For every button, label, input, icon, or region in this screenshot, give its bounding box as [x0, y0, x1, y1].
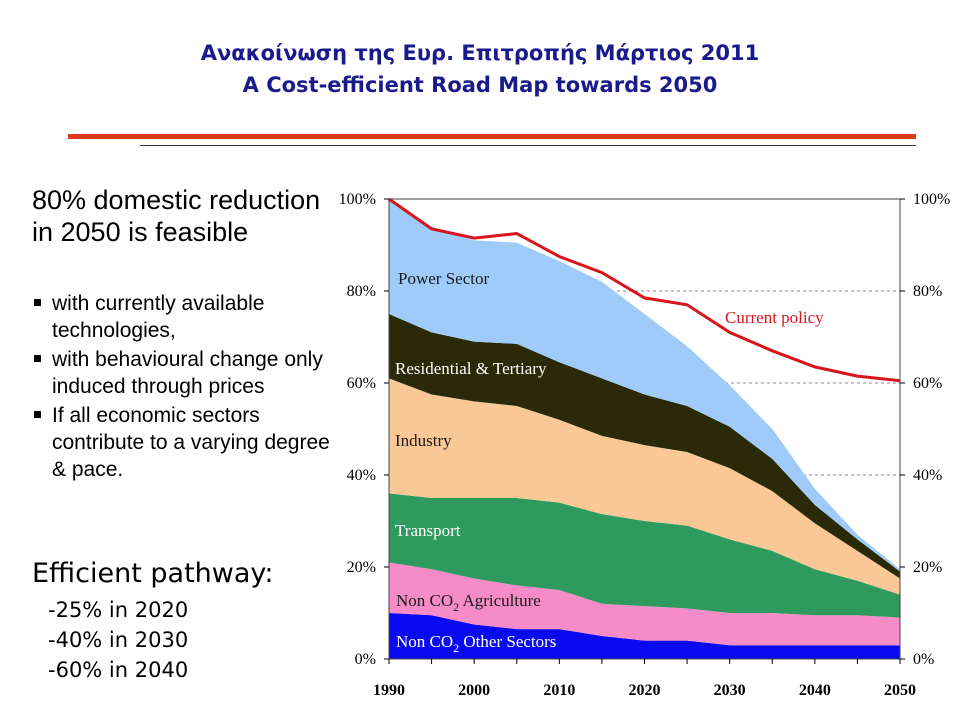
area-power-sector: [389, 199, 900, 572]
y-tick-label-right: 100%: [913, 191, 950, 208]
headline: 80% domestic reduction in 2050 is feasib…: [32, 185, 321, 247]
x-tick-label: 2030: [714, 682, 746, 699]
pathway-item: -60% in 2040: [48, 658, 189, 682]
title-divider-thin: [140, 145, 916, 146]
x-tick-label: 2000: [458, 682, 490, 699]
series-label-industry: Industry: [395, 431, 452, 450]
title-line-1: Ανακοίνωση της Ευρ. Επιτροπής Μάρτιος 20…: [200, 41, 760, 65]
y-tick-label-left: 80%: [347, 283, 376, 300]
pathway-item: -25% in 2020: [48, 598, 189, 622]
bullet-item: with currently available technologies,: [32, 290, 332, 344]
x-tick-label: 2010: [543, 682, 575, 699]
y-tick-label-right: 40%: [913, 467, 942, 484]
series-label-residential-tertiary: Residential & Tertiary: [395, 359, 547, 378]
stacked-areas: [389, 199, 900, 659]
axis-ticks: 0% 0% 20% 20% 40% 40% 60% 60% 80% 80% 100% 100% 1990…: [339, 191, 950, 699]
series-label-transport: Transport: [395, 521, 461, 540]
area-non-co2-agriculture: [389, 562, 900, 646]
y-tick-label-left: 40%: [347, 467, 376, 484]
y-tick-label-left: 20%: [347, 559, 376, 576]
y-tick-label-left: 100%: [339, 191, 376, 208]
title-line-2: A Cost-efficient Road Map towards 2050: [242, 73, 718, 97]
emissions-area-chart: 0% 0% 20% 20% 40% 40% 60% 60% 80% 80% 100% 100% 1990…: [339, 191, 950, 699]
y-tick-label-right: 20%: [913, 559, 942, 576]
current-policy-line-group: [388, 197, 901, 383]
series-label-non-co2-agriculture: Non CO2 Agriculture: [396, 591, 541, 614]
current-policy-line: [388, 197, 901, 383]
bullet-item: If all economic sectors contribute to a …: [32, 402, 332, 483]
y-tick-label-left: 0%: [355, 651, 376, 668]
area-transport: [389, 493, 900, 618]
series-labels: Non CO2 Other Sectors Non CO2 Agriculture…: [395, 269, 824, 655]
series-label-power-sector: Power Sector: [398, 269, 489, 288]
x-tick-label: 2040: [799, 682, 831, 699]
y-tick-label-right: 80%: [913, 283, 942, 300]
area-non-co2-other-sectors: [389, 613, 900, 659]
pathway-item: -40% in 2030: [48, 628, 189, 652]
bullet-item: with behavioural change only induced thr…: [32, 346, 332, 400]
current-policy-label: Current policy: [725, 308, 824, 327]
area-industry: [389, 378, 900, 595]
x-tick-label: 2020: [629, 682, 661, 699]
pathway-list: -25% in 2020 -40% in 2030 -60% in 2040: [48, 595, 188, 685]
x-tick-label: 1990: [373, 682, 405, 699]
area-residential-tertiary: [389, 314, 900, 579]
pathway-title: Efficient pathway:: [32, 558, 274, 589]
series-label-non-co2-other-sectors: Non CO2 Other Sectors: [396, 632, 556, 655]
y-tick-label-left: 60%: [347, 375, 376, 392]
x-tick-label: 2050: [884, 682, 916, 699]
y-tick-label-right: 0%: [913, 651, 934, 668]
bullet-list: with currently available technologies, w…: [32, 290, 332, 485]
y-tick-label-right: 60%: [913, 375, 942, 392]
title-divider-red: [68, 134, 916, 139]
